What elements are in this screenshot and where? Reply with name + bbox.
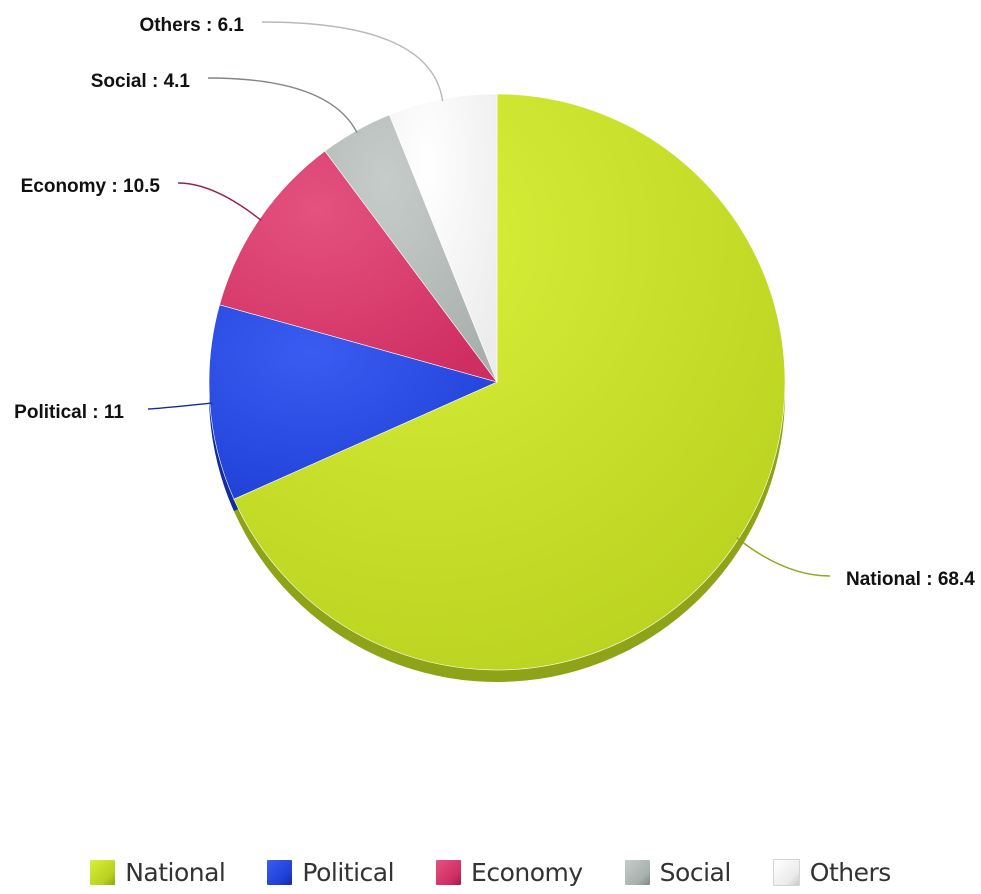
- pie-chart-canvas: National : 68.4 Political : 11 Economy : 1…: [14, 15, 975, 682]
- chart-legend: National Political Economy Social Others: [0, 852, 981, 892]
- data-label-social: Social : 4.1: [91, 71, 191, 92]
- leader-line-economy: [177, 182, 262, 221]
- legend-swatch-political: [267, 859, 293, 885]
- legend-item-national: National: [90, 857, 226, 887]
- legend-swatch-social: [624, 859, 650, 885]
- leader-line-social: [207, 77, 358, 133]
- legend-item-social: Social: [624, 857, 732, 887]
- leader-line-political: [147, 402, 212, 410]
- legend-label-social: Social: [659, 857, 732, 887]
- legend-swatch-others: [772, 858, 800, 886]
- data-label-economy: Economy : 10.5: [21, 176, 161, 197]
- legend-label-others: Others: [809, 857, 892, 887]
- legend-item-economy: Economy: [436, 858, 583, 887]
- legend-label-political: Political: [302, 857, 395, 887]
- pie-leader-lines: [147, 21, 831, 577]
- leader-line-national: [736, 537, 831, 577]
- data-label-political: Political : 11: [14, 402, 124, 423]
- leader-line-others: [261, 21, 444, 102]
- pie-data-labels: National : 68.4 Political : 11 Economy : 1…: [14, 15, 975, 590]
- legend-swatch-national: [90, 859, 116, 885]
- data-label-others: Others : 6.1: [139, 15, 244, 36]
- legend-label-economy: Economy: [471, 857, 583, 887]
- legend-item-political: Political: [267, 857, 395, 887]
- legend-item-others: Others: [772, 857, 892, 887]
- legend-label-national: National: [125, 857, 226, 887]
- legend-swatch-economy: [436, 859, 462, 885]
- pie-slices: [208, 93, 786, 671]
- data-label-national: National : 68.4: [846, 569, 975, 590]
